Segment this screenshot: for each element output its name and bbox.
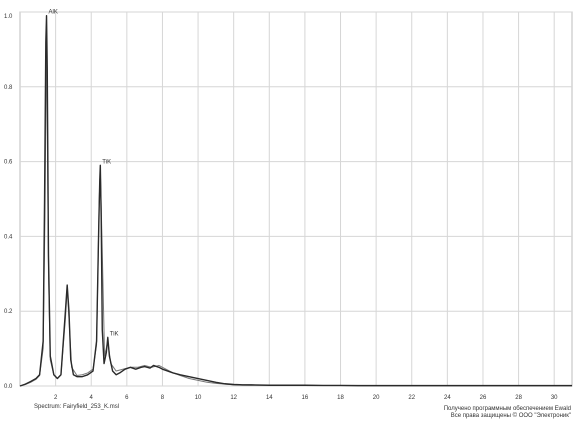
peak-labels: AlK TiK TiK	[49, 10, 119, 338]
y-tick-label: 0.8	[4, 85, 13, 91]
x-tick-label: 10	[195, 395, 202, 401]
x-tick-label: 2	[54, 395, 58, 401]
x-tick-label: 26	[480, 395, 487, 401]
x-tick-label: 14	[266, 395, 273, 401]
x-tick-label: 22	[408, 395, 415, 401]
peak-label: TiK	[110, 331, 119, 337]
tick-labels: 2 4 6 8 10 12 14 16 18 20 22 24 26 28 300.00.20.40.60.…	[4, 14, 558, 401]
software-credit-line-2: Все права защищены © ООО "Электроник"	[450, 413, 571, 419]
x-tick-label: 16	[302, 395, 309, 401]
y-tick-label: 0.4	[4, 234, 13, 240]
y-tick-label: 0.2	[4, 309, 13, 315]
x-tick-label: 30	[551, 395, 558, 401]
x-tick-label: 24	[444, 395, 451, 401]
software-credit: Получено программным обеспечением Ewald …	[444, 406, 571, 420]
x-tick-label: 28	[515, 395, 522, 401]
peak-label: AlK	[49, 10, 58, 16]
spectrum-series-line	[19, 15, 572, 387]
y-tick-label: 1.0	[4, 14, 13, 20]
software-credit-line-1: Получено программным обеспечением Ewald	[443, 406, 571, 412]
grid-lines	[20, 11, 572, 387]
x-tick-label: 20	[373, 395, 380, 401]
spectrum-file-label: Spectrum: Fairyfield_253_K.msl	[34, 404, 120, 410]
series-lines	[19, 15, 572, 387]
x-tick-label: 4	[90, 395, 94, 401]
plot-area	[19, 11, 573, 387]
x-tick-label: 18	[337, 395, 344, 401]
y-tick-label: 0.6	[4, 160, 13, 166]
y-tick-label: 0.0	[4, 384, 13, 390]
x-tick-label: 12	[230, 395, 237, 401]
x-tick-label: 8	[161, 395, 165, 401]
x-tick-label: 6	[125, 395, 129, 401]
peak-label: TiK	[102, 159, 111, 165]
